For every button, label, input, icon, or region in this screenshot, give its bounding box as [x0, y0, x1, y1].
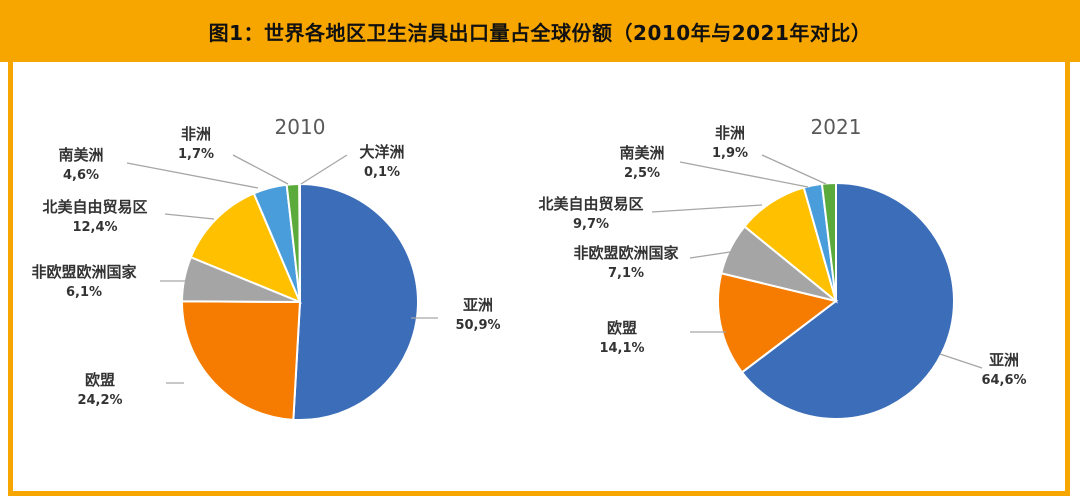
leader-line-非欧盟欧洲国家	[689, 251, 731, 259]
slice-label-name-非欧盟欧洲国家: 非欧盟欧洲国家	[31, 263, 136, 281]
slice-label-value-非欧盟欧洲国家: 6,1%	[66, 285, 102, 300]
slice-label-value-南美洲: 4,6%	[63, 168, 99, 183]
pie-slice-亚洲	[740, 181, 955, 420]
slice-label-name-南美洲: 南美洲	[58, 146, 103, 164]
slice-label-name-非欧盟欧洲国家: 非欧盟欧洲国家	[573, 244, 678, 262]
slice-label-name-南美洲: 南美洲	[619, 144, 664, 162]
slice-label-value-非洲: 1,7%	[178, 147, 214, 162]
slice-label-value-北美自由贸易区: 12,4%	[72, 220, 117, 235]
slice-label-value-非欧盟欧洲国家: 7,1%	[608, 266, 644, 281]
leader-line-亚洲	[939, 353, 983, 369]
slice-label-name-北美自由贸易区: 北美自由贸易区	[42, 198, 147, 216]
pie-title-2010: 2010	[275, 115, 326, 139]
slice-label-value-南美洲: 2,5%	[624, 166, 660, 181]
slice-label-value-亚洲: 64,6%	[981, 373, 1026, 388]
slice-label-value-大洋洲: 0,1%	[364, 165, 400, 180]
leader-line-非洲	[761, 154, 827, 185]
leader-line-大洋洲	[300, 154, 348, 185]
leader-line-非洲	[232, 154, 289, 185]
pie-slice-欧盟	[181, 300, 302, 421]
slice-label-name-非洲: 非洲	[715, 124, 745, 142]
slice-label-name-亚洲: 亚洲	[989, 351, 1019, 369]
pie-chart-2021: 2021 亚洲 64,6% 欧盟 14,1% 非欧盟欧洲国家 7,1% 北美自由贸易区 9,7%…	[538, 115, 1027, 420]
leader-line-北美自由贸易区	[164, 213, 215, 220]
pie-slice-亚洲	[292, 182, 419, 421]
leader-line-南美洲	[126, 162, 259, 189]
pie-slice-大洋洲	[298, 182, 301, 303]
slice-label-value-亚洲: 50,9%	[455, 318, 500, 333]
slice-label-name-北美自由贸易区: 北美自由贸易区	[538, 195, 643, 213]
slice-label-name-亚洲: 亚洲	[463, 296, 493, 314]
slice-label-value-北美自由贸易区: 9,7%	[573, 217, 609, 232]
leader-line-南美洲	[679, 161, 809, 188]
title-bar: 图1：世界各地区卫生洁具出口量占全球份额（2010年与2021年对比）	[0, 0, 1080, 62]
slice-label-name-大洋洲: 大洋洲	[359, 143, 404, 161]
leader-line-北美自由贸易区	[651, 204, 763, 213]
pie-title-2021: 2021	[811, 115, 862, 139]
slice-label-value-欧盟: 14,1%	[599, 341, 644, 356]
pie-chart-2010: 2010 亚洲 50,9% 欧盟 24,2% 非欧盟欧洲国家 6,1% 北美自由贸易区 12,4…	[31, 115, 501, 421]
slice-label-value-欧盟: 24,2%	[77, 393, 122, 408]
slice-label-name-欧盟: 欧盟	[607, 319, 637, 337]
slice-label-value-非洲: 1,9%	[712, 146, 748, 161]
pie-slice-北美自由贸易区	[189, 192, 302, 304]
slice-label-name-非洲: 非洲	[181, 125, 211, 143]
pie-slice-欧盟	[717, 272, 839, 374]
slice-label-name-欧盟: 欧盟	[85, 371, 115, 389]
pie-slice-非洲	[820, 181, 837, 302]
chart-title: 图1：世界各地区卫生洁具出口量占全球份额（2010年与2021年对比）	[208, 20, 872, 45]
